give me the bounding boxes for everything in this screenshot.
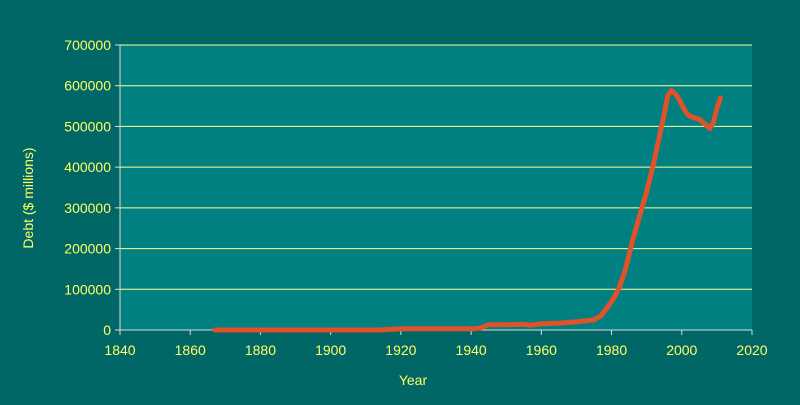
x-tick-label: 1840: [104, 342, 135, 358]
y-tick-label: 300000: [64, 200, 111, 216]
x-tick-label: 1960: [526, 342, 557, 358]
y-tick-label: 200000: [64, 241, 111, 257]
x-tick-label: 1940: [456, 342, 487, 358]
x-axis-title: Year: [399, 372, 428, 388]
x-tick-label: 1880: [245, 342, 276, 358]
gridlines: [120, 44, 752, 290]
y-tick-label: 100000: [64, 281, 111, 297]
x-tick-label: 1980: [596, 342, 627, 358]
x-tick-label: 1900: [315, 342, 346, 358]
y-tick-labels: 0 100000 200000 300000 400000 500000 600000 700…: [64, 37, 111, 338]
series-layer: [212, 88, 723, 333]
y-axis-title: Debt ($ millions): [20, 147, 36, 248]
plot-area: [120, 45, 752, 330]
axis-ticks: [115, 44, 753, 335]
y-tick-label: 0: [103, 322, 111, 338]
y-tick-label: 400000: [64, 159, 111, 175]
x-tick-label: 2000: [666, 342, 697, 358]
y-tick-label: 600000: [64, 78, 111, 94]
x-tick-labels: 1840 1860 1880 1900 1920 1940 1960 1980 2000 2020: [104, 342, 767, 358]
debt-series-line: [212, 88, 723, 333]
y-tick-label: 700000: [64, 37, 111, 53]
x-tick-label: 1860: [175, 342, 206, 358]
y-tick-label: 500000: [64, 118, 111, 134]
x-tick-label: 1920: [385, 342, 416, 358]
x-tick-label: 2020: [736, 342, 767, 358]
